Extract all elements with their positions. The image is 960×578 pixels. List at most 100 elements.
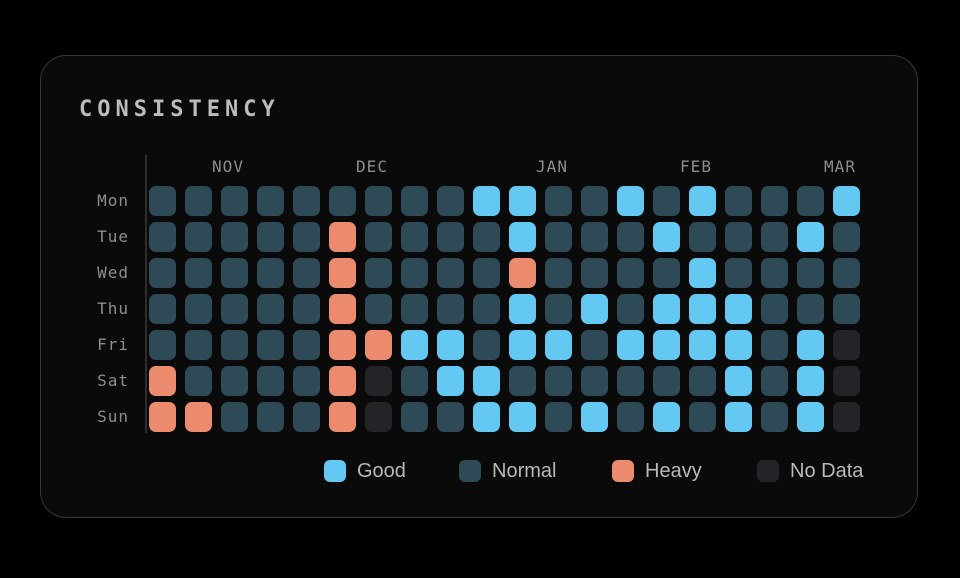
heatmap-cell <box>761 186 788 216</box>
heatmap-cell <box>365 294 392 324</box>
heatmap-cell <box>617 294 644 324</box>
day-label: Sat <box>97 371 129 390</box>
heatmap-cell <box>545 222 572 252</box>
heatmap-cell <box>329 402 356 432</box>
legend-label: No Data <box>790 459 864 482</box>
day-label: Fri <box>97 335 129 354</box>
heatmap-cell <box>833 186 860 216</box>
heatmap-cell <box>257 330 284 360</box>
month-label: DEC <box>356 157 388 176</box>
heatmap-cell <box>473 222 500 252</box>
month-label: FEB <box>680 157 712 176</box>
heatmap-cell <box>725 186 752 216</box>
heatmap-cell <box>653 294 680 324</box>
heatmap-cell <box>473 330 500 360</box>
heatmap-cell <box>185 222 212 252</box>
heatmap-cell <box>149 222 176 252</box>
heatmap-cell <box>437 402 464 432</box>
heatmap-cell <box>797 294 824 324</box>
heatmap-cell <box>221 294 248 324</box>
heatmap-cell <box>437 222 464 252</box>
heatmap-cell <box>365 330 392 360</box>
legend-item: Good <box>324 460 459 483</box>
heatmap-cell <box>761 330 788 360</box>
heatmap-cell <box>473 258 500 288</box>
legend-item: Normal <box>459 460 612 483</box>
heatmap-cell <box>689 330 716 360</box>
heatmap-cell <box>185 330 212 360</box>
heatmap-cell <box>257 186 284 216</box>
day-label: Wed <box>97 263 129 282</box>
consistency-card: CONSISTENCY NOV DEC JAN FEB MAR Mon Tue Wed Thu… <box>40 55 918 518</box>
heatmap-cell <box>509 366 536 396</box>
heatmap-cell <box>797 258 824 288</box>
heatmap-cell <box>509 294 536 324</box>
heatmap-cell <box>365 186 392 216</box>
heatmap-cell <box>545 186 572 216</box>
heatmap-cell <box>293 402 320 432</box>
heatmap-cell <box>185 294 212 324</box>
heatmap-cell <box>581 294 608 324</box>
heatmap-cell <box>761 222 788 252</box>
heatmap-cell <box>545 366 572 396</box>
heatmap-cell <box>761 402 788 432</box>
heatmap-cell <box>509 330 536 360</box>
heatmap-cell <box>689 186 716 216</box>
heatmap-cell <box>293 366 320 396</box>
heatmap-cell <box>437 366 464 396</box>
heatmap-cell <box>293 330 320 360</box>
heatmap-cell <box>473 402 500 432</box>
heatmap-cell <box>149 330 176 360</box>
heatmap-cell <box>689 366 716 396</box>
heatmap-cell <box>293 258 320 288</box>
heatmap-cell <box>761 258 788 288</box>
page-title: CONSISTENCY <box>79 97 280 122</box>
heatmap-cell <box>833 366 860 396</box>
month-label: JAN <box>536 157 568 176</box>
heatmap-cell <box>581 366 608 396</box>
heatmap-cell <box>653 258 680 288</box>
legend: Good Normal Heavy No Data <box>324 458 863 484</box>
heatmap-cell <box>653 186 680 216</box>
day-label: Mon <box>97 191 129 210</box>
heatmap-cell <box>689 258 716 288</box>
heatmap-cell <box>401 366 428 396</box>
legend-swatch-good <box>324 460 346 482</box>
heatmap-cell <box>329 330 356 360</box>
day-label: Tue <box>97 227 129 246</box>
heatmap-cell <box>617 222 644 252</box>
legend-swatch-no-data <box>757 460 779 482</box>
heatmap-cell <box>221 222 248 252</box>
heatmap-cell <box>401 294 428 324</box>
legend-swatch-heavy <box>612 460 634 482</box>
heatmap-cell <box>617 402 644 432</box>
heatmap-cell <box>509 402 536 432</box>
heatmap-cell <box>437 186 464 216</box>
heatmap-cell <box>473 294 500 324</box>
heatmap-cell <box>725 330 752 360</box>
heatmap-cell <box>293 294 320 324</box>
day-labels: Mon Tue Wed Thu Fri Sat Sun <box>41 186 129 438</box>
heatmap-cell <box>689 402 716 432</box>
heatmap-cell <box>221 366 248 396</box>
legend-item: No Data <box>757 460 863 483</box>
heatmap-cell <box>401 330 428 360</box>
heatmap-cell <box>329 258 356 288</box>
heatmap-cell <box>401 186 428 216</box>
heatmap-cell <box>581 258 608 288</box>
heatmap-cell <box>149 258 176 288</box>
heatmap-cell <box>329 366 356 396</box>
heatmap-cell <box>725 294 752 324</box>
heatmap-cell <box>149 294 176 324</box>
heatmap-cell <box>725 366 752 396</box>
heatmap-cell <box>257 222 284 252</box>
heatmap-cell <box>653 366 680 396</box>
heatmap-cell <box>257 366 284 396</box>
heatmap-cell <box>653 402 680 432</box>
heatmap-cell <box>257 294 284 324</box>
day-label: Sun <box>97 407 129 426</box>
heatmap-cell <box>833 222 860 252</box>
heatmap-cell <box>545 330 572 360</box>
heatmap-cell <box>365 366 392 396</box>
